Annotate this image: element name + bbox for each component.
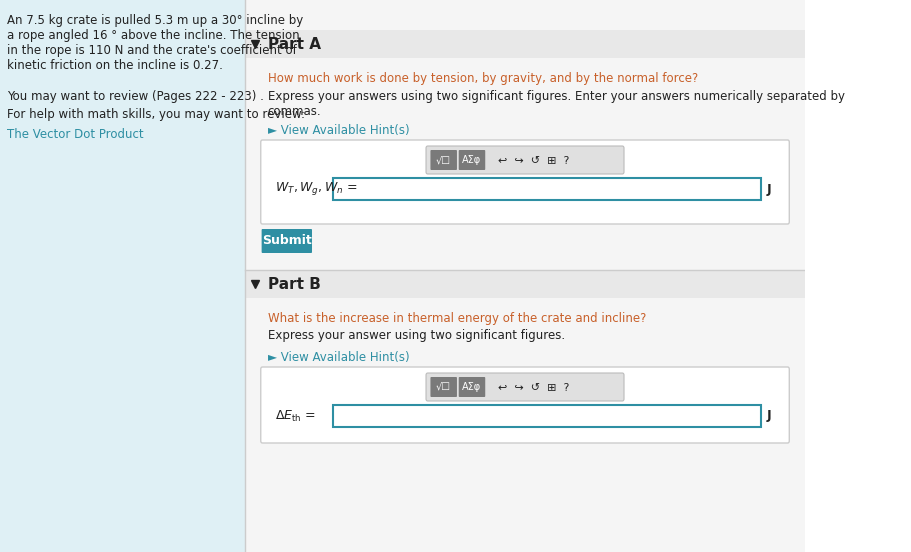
Text: $W_T, W_g, W_n$ =: $W_T, W_g, W_n$ = — [275, 181, 357, 198]
Bar — [0, 0, 245, 552]
Text: The Vector Dot Product: The Vector Dot Product — [7, 128, 144, 141]
Text: For help with math skills, you may want to review:: For help with math skills, you may want … — [7, 108, 305, 121]
FancyBboxPatch shape — [430, 150, 457, 170]
FancyBboxPatch shape — [459, 150, 486, 170]
Text: √☐: √☐ — [436, 382, 451, 392]
Text: √☐: √☐ — [436, 155, 451, 165]
Text: An 7.5 kg crate is pulled 5.3 m up a 30° incline by
a rope angled 16 ° above the: An 7.5 kg crate is pulled 5.3 m up a 30°… — [7, 14, 303, 72]
FancyBboxPatch shape — [261, 140, 789, 224]
FancyBboxPatch shape — [261, 367, 789, 443]
Text: You may want to review (Pages 222 - 223) .: You may want to review (Pages 222 - 223)… — [7, 90, 264, 103]
FancyBboxPatch shape — [426, 146, 624, 174]
Text: Part A: Part A — [268, 37, 321, 52]
Text: $\Delta E_\mathrm{th}$ =: $\Delta E_\mathrm{th}$ = — [275, 408, 316, 423]
Text: Express your answer using two significant figures.: Express your answer using two significan… — [268, 329, 565, 342]
Bar — [245, 270, 805, 298]
FancyBboxPatch shape — [430, 377, 457, 397]
Text: Express your answers using two significant figures. Enter your answers numerical: Express your answers using two significa… — [268, 90, 844, 118]
FancyBboxPatch shape — [426, 373, 624, 401]
Text: ↩  ↪  ↺  ⊞  ?: ↩ ↪ ↺ ⊞ ? — [498, 156, 570, 166]
Text: Part B: Part B — [268, 277, 321, 292]
Text: ► View Available Hint(s): ► View Available Hint(s) — [268, 351, 409, 364]
Text: Submit: Submit — [262, 235, 312, 247]
Text: ► View Available Hint(s): ► View Available Hint(s) — [268, 124, 409, 137]
FancyBboxPatch shape — [459, 377, 486, 397]
Bar — [333, 405, 761, 427]
Bar — [333, 178, 761, 200]
Text: What is the increase in thermal energy of the crate and incline?: What is the increase in thermal energy o… — [268, 312, 646, 325]
Text: ↩  ↪  ↺  ⊞  ?: ↩ ↪ ↺ ⊞ ? — [498, 383, 570, 393]
Text: ΑΣφ: ΑΣφ — [463, 155, 482, 165]
Text: J: J — [766, 183, 771, 195]
Bar — [245, 30, 805, 58]
Text: ΑΣφ: ΑΣφ — [463, 382, 482, 392]
Text: J: J — [766, 410, 771, 422]
FancyBboxPatch shape — [261, 229, 312, 253]
Text: How much work is done by tension, by gravity, and by the normal force?: How much work is done by tension, by gra… — [268, 72, 698, 85]
Bar — [245, 0, 805, 552]
